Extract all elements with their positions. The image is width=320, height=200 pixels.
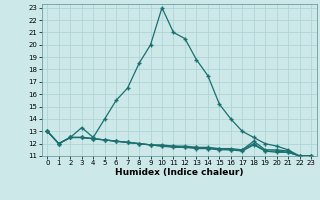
X-axis label: Humidex (Indice chaleur): Humidex (Indice chaleur) [115, 168, 244, 177]
